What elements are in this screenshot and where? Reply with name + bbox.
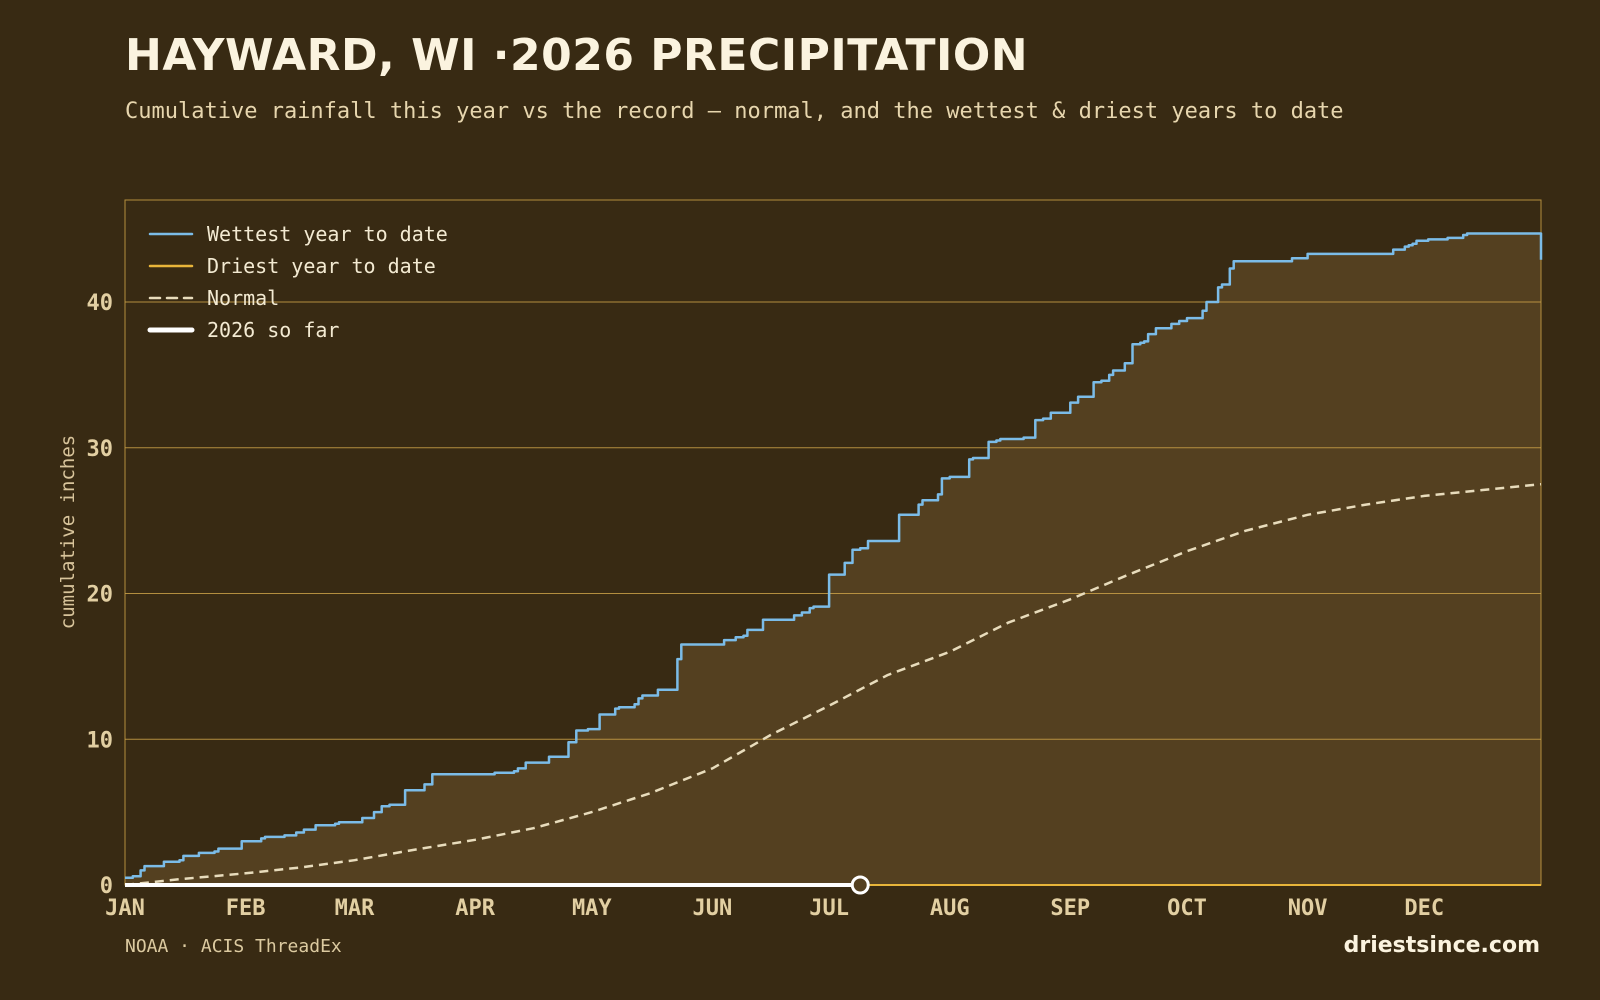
wettest-line (125, 232, 1543, 879)
legend-label: 2026 so far (207, 318, 339, 342)
x-tick-label: DEC (1404, 896, 1444, 921)
brand-link[interactable]: driestsince.com (1343, 933, 1540, 958)
legend-label: Normal (207, 286, 279, 310)
legend-label: Driest year to date (207, 254, 436, 278)
x-tick-label: MAY (572, 896, 612, 921)
series-lines (124, 232, 1543, 895)
x-tick-label: JUL (809, 896, 849, 921)
y-tick-label: 30 (87, 437, 114, 462)
current-day-marker (850, 875, 870, 895)
y-tick-label: 10 (87, 728, 114, 753)
x-tick-label: AUG (930, 896, 970, 921)
x-tick-label: OCT (1167, 896, 1207, 921)
x-tick-label: MAR (335, 896, 375, 921)
y-tick-label: 0 (100, 874, 113, 899)
y-axis-label: cumulative inches (57, 435, 79, 629)
x-tick-label: JUN (693, 896, 733, 921)
wettest-area-fill (125, 233, 1541, 885)
wettest-fill (125, 233, 1541, 885)
y-tick-label: 20 (87, 583, 114, 608)
x-tick-label: NOV (1288, 896, 1328, 921)
x-tick-label: APR (455, 896, 495, 921)
y-tick-label: 40 (87, 291, 114, 316)
x-tick-label: SEP (1050, 896, 1090, 921)
x-tick-label: FEB (226, 896, 266, 921)
chart-subtitle: Cumulative rainfall this year vs the rec… (125, 99, 1344, 124)
source-credit: NOAA · ACIS ThreadEx (125, 936, 342, 957)
x-tick-label: JAN (105, 896, 145, 921)
legend: Wettest year to date Driest year to date N… (147, 222, 448, 342)
normal-line (124, 482, 1542, 887)
legend-label: Wettest year to date (207, 222, 448, 246)
axes: 0 10 20 30 40 JAN FEB MAR APR MAY JUN JUL AUG SEP OCT N… (87, 291, 1445, 921)
chart-title: HAYWARD, WI ·2026 PRECIPITATION (125, 30, 1029, 81)
